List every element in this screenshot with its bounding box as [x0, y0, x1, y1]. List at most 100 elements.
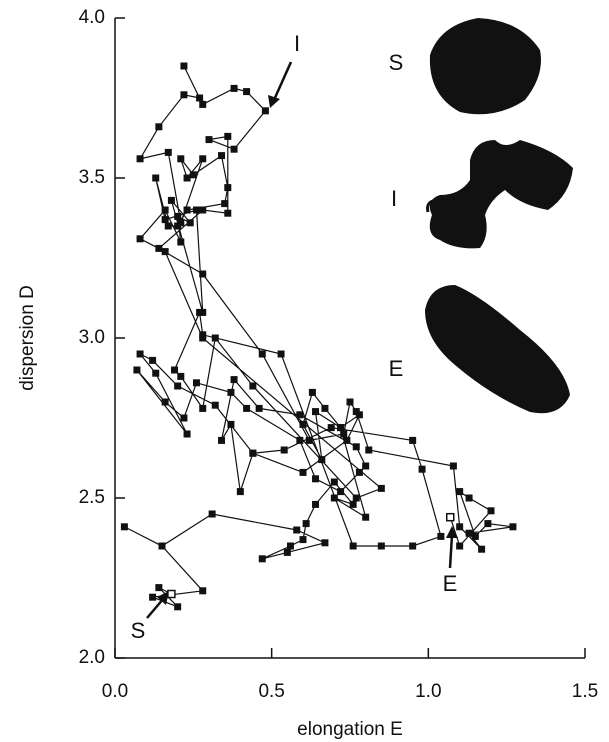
marker: [484, 520, 492, 528]
arrow-head: [268, 95, 280, 108]
marker: [456, 542, 464, 550]
inset-label: S: [389, 50, 404, 75]
marker: [177, 238, 185, 246]
marker: [308, 388, 316, 396]
marker: [199, 206, 207, 214]
marker: [199, 587, 207, 595]
marker: [186, 219, 194, 227]
marker: [224, 132, 232, 140]
marker: [377, 484, 385, 492]
marker: [509, 523, 517, 531]
marker: [192, 206, 200, 214]
marker: [299, 536, 307, 544]
marker: [183, 174, 191, 182]
marker: [352, 443, 360, 451]
marker: [199, 270, 207, 278]
marker: [296, 436, 304, 444]
marker: [218, 152, 226, 160]
marker: [208, 510, 216, 518]
marker: [409, 542, 417, 550]
marker: [446, 512, 455, 522]
marker: [158, 542, 166, 550]
x-axis-label: elongation E: [297, 719, 403, 740]
marker: [183, 430, 191, 438]
inset-label: I: [391, 186, 397, 211]
inset-hook: [426, 198, 441, 213]
marker: [340, 430, 348, 438]
marker: [258, 555, 266, 563]
marker: [133, 366, 141, 374]
marker: [136, 350, 144, 358]
marker: [299, 420, 307, 428]
marker: [180, 62, 188, 70]
inset-label: E: [389, 356, 404, 381]
marker: [155, 584, 163, 592]
marker: [199, 334, 207, 342]
marker: [149, 593, 157, 601]
x-tick-label: 1.5: [572, 681, 598, 702]
marker: [478, 545, 486, 553]
marker: [205, 136, 213, 144]
marker: [189, 171, 197, 179]
marker: [487, 507, 495, 515]
marker: [174, 212, 182, 220]
marker: [330, 478, 338, 486]
marker: [343, 436, 351, 444]
marker: [155, 244, 163, 252]
marker: [211, 401, 219, 409]
y-tick-label: 2.0: [79, 647, 105, 668]
marker: [152, 174, 160, 182]
marker: [230, 145, 238, 153]
marker: [299, 468, 307, 476]
marker: [302, 520, 310, 528]
marker: [243, 404, 251, 412]
marker: [149, 356, 157, 364]
marker: [243, 88, 251, 96]
marker: [418, 465, 426, 473]
marker: [312, 500, 320, 508]
marker: [456, 523, 464, 531]
marker: [180, 414, 188, 422]
marker: [230, 84, 238, 92]
marker: [221, 200, 229, 208]
marker: [180, 91, 188, 99]
marker: [456, 488, 464, 496]
marker: [167, 589, 176, 599]
arrow-head: [446, 526, 458, 538]
annotation: E: [443, 571, 458, 596]
marker: [161, 398, 169, 406]
marker: [199, 155, 207, 163]
marker: [337, 488, 345, 496]
arrow: [146, 597, 165, 619]
marker: [164, 148, 172, 156]
marker: [337, 424, 345, 432]
marker: [255, 404, 263, 412]
y-tick-label: 4.0: [79, 7, 105, 28]
marker: [312, 475, 320, 483]
arrow: [448, 534, 454, 569]
marker: [161, 248, 169, 256]
annotation-arrows: [146, 61, 458, 619]
marker: [352, 408, 360, 416]
marker: [224, 209, 232, 217]
marker: [286, 542, 294, 550]
marker: [192, 379, 200, 387]
marker: [465, 494, 473, 502]
annotation: I: [294, 31, 300, 56]
marker: [227, 388, 235, 396]
marker: [465, 529, 473, 537]
inset-shapes: [425, 18, 573, 414]
y-tick-label: 3.5: [79, 167, 105, 188]
marker: [218, 436, 226, 444]
marker: [174, 603, 182, 611]
marker: [211, 334, 219, 342]
marker: [312, 408, 320, 416]
marker: [280, 446, 288, 454]
marker: [365, 446, 373, 454]
marker: [199, 100, 207, 108]
marker: [352, 494, 360, 502]
marker: [171, 366, 179, 374]
marker: [261, 107, 269, 115]
y-tick-label: 2.5: [79, 487, 105, 508]
